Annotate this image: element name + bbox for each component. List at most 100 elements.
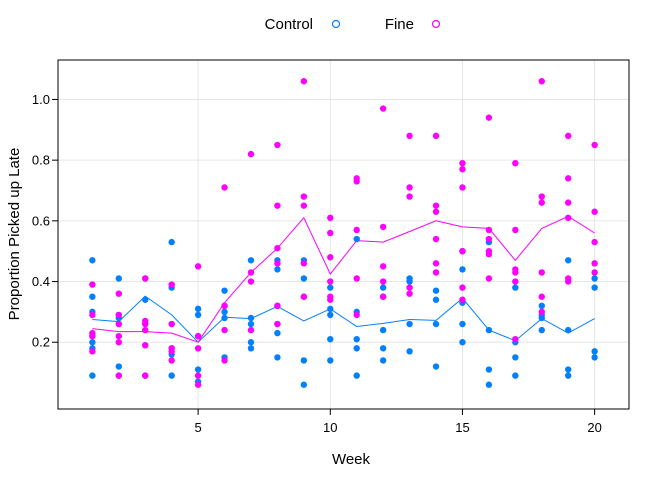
point-fine-1 <box>89 311 96 319</box>
point-control-54 <box>327 357 334 364</box>
point-fine-37 <box>274 244 281 252</box>
point-fine-33 <box>247 278 255 285</box>
point-fine-64 <box>406 193 413 200</box>
point-control-94 <box>591 275 598 282</box>
point-fine-31 <box>247 150 255 158</box>
plot-frame <box>57 59 630 410</box>
point-fine-54 <box>353 226 360 234</box>
point-control-97 <box>591 354 598 361</box>
point-control-77 <box>459 339 466 346</box>
point-control-92 <box>564 366 572 373</box>
point-fine-24 <box>194 345 202 352</box>
point-control-89 <box>538 326 545 334</box>
point-control-72 <box>432 363 440 370</box>
gridlines <box>58 60 629 409</box>
point-control-60 <box>379 284 387 291</box>
point-control-84 <box>512 354 519 361</box>
point-control-23 <box>168 372 175 379</box>
point-fine-49 <box>327 278 334 285</box>
point-control-57 <box>353 336 360 343</box>
point-fine-78 <box>459 296 466 303</box>
point-fine-15 <box>142 342 149 349</box>
point-fine-88 <box>512 269 519 276</box>
point-control-93 <box>564 372 572 379</box>
point-fine-18 <box>168 320 175 328</box>
point-fine-106 <box>591 260 598 267</box>
point-control-55 <box>353 235 360 243</box>
point-fine-86 <box>512 226 519 234</box>
point-fine-0 <box>89 281 96 288</box>
point-control-35 <box>247 314 255 322</box>
point-fine-84 <box>485 275 493 282</box>
point-fine-77 <box>459 284 466 291</box>
point-fine-59 <box>379 263 387 270</box>
point-fine-36 <box>274 202 281 209</box>
x-tick-label-2: 15 <box>455 420 469 435</box>
point-fine-79 <box>485 114 493 121</box>
point-fine-10 <box>115 372 123 379</box>
point-fine-94 <box>538 269 545 276</box>
point-fine-93 <box>538 199 545 206</box>
legend-marker-control <box>331 19 341 29</box>
point-control-95 <box>591 284 598 291</box>
point-fine-35 <box>274 141 281 149</box>
point-control-37 <box>247 339 255 346</box>
point-fine-62 <box>406 132 413 140</box>
point-fine-76 <box>459 247 466 255</box>
point-fine-75 <box>459 184 466 191</box>
point-fine-34 <box>247 326 255 334</box>
point-control-79 <box>485 326 493 334</box>
point-control-25 <box>194 311 202 319</box>
y-tick-label-1: 0.4 <box>32 274 50 289</box>
point-control-1 <box>89 293 96 300</box>
point-fine-65 <box>406 284 413 291</box>
point-fine-98 <box>564 175 572 182</box>
point-fine-32 <box>247 269 255 276</box>
point-fine-46 <box>327 214 334 222</box>
point-control-27 <box>194 366 202 373</box>
point-fine-42 <box>300 193 308 200</box>
point-fine-57 <box>379 105 387 112</box>
point-control-59 <box>353 372 360 379</box>
point-control-29 <box>221 287 228 294</box>
point-fine-85 <box>512 159 519 167</box>
point-control-63 <box>379 345 387 352</box>
point-control-96 <box>591 348 598 355</box>
point-control-82 <box>512 284 519 291</box>
point-fine-38 <box>274 260 281 267</box>
point-fine-22 <box>194 263 202 270</box>
point-control-36 <box>247 320 255 328</box>
point-fine-16 <box>142 372 149 379</box>
point-fine-72 <box>432 269 440 276</box>
point-control-38 <box>247 345 255 352</box>
point-fine-41 <box>300 78 308 85</box>
point-control-69 <box>432 287 440 294</box>
point-fine-3 <box>89 332 96 340</box>
series-line-control <box>92 295 595 343</box>
y-axis-title: Proportion Picked up Late <box>6 148 23 321</box>
point-fine-21 <box>168 357 175 364</box>
point-fine-4 <box>89 348 96 355</box>
axis-ticks: 5 10 15 20 0.2 0.4 0.6 0.8 1.0 <box>32 92 602 435</box>
point-control-51 <box>327 305 334 313</box>
point-fine-29 <box>221 326 228 334</box>
point-control-49 <box>300 381 308 388</box>
point-control-7 <box>115 275 123 282</box>
point-fine-58 <box>379 223 387 231</box>
point-control-80 <box>485 366 493 373</box>
point-fine-61 <box>379 293 387 300</box>
point-fine-6 <box>115 311 123 319</box>
point-fine-74 <box>459 166 466 173</box>
point-control-46 <box>300 275 308 282</box>
data-points <box>89 78 598 388</box>
point-fine-81 <box>485 235 493 243</box>
point-fine-92 <box>538 193 545 200</box>
point-fine-7 <box>115 320 123 328</box>
point-fine-83 <box>485 251 493 258</box>
point-control-71 <box>432 320 440 328</box>
point-control-91 <box>564 326 572 334</box>
point-fine-56 <box>353 311 360 319</box>
point-fine-90 <box>512 336 519 343</box>
point-fine-70 <box>432 235 440 243</box>
point-fine-96 <box>538 308 545 316</box>
